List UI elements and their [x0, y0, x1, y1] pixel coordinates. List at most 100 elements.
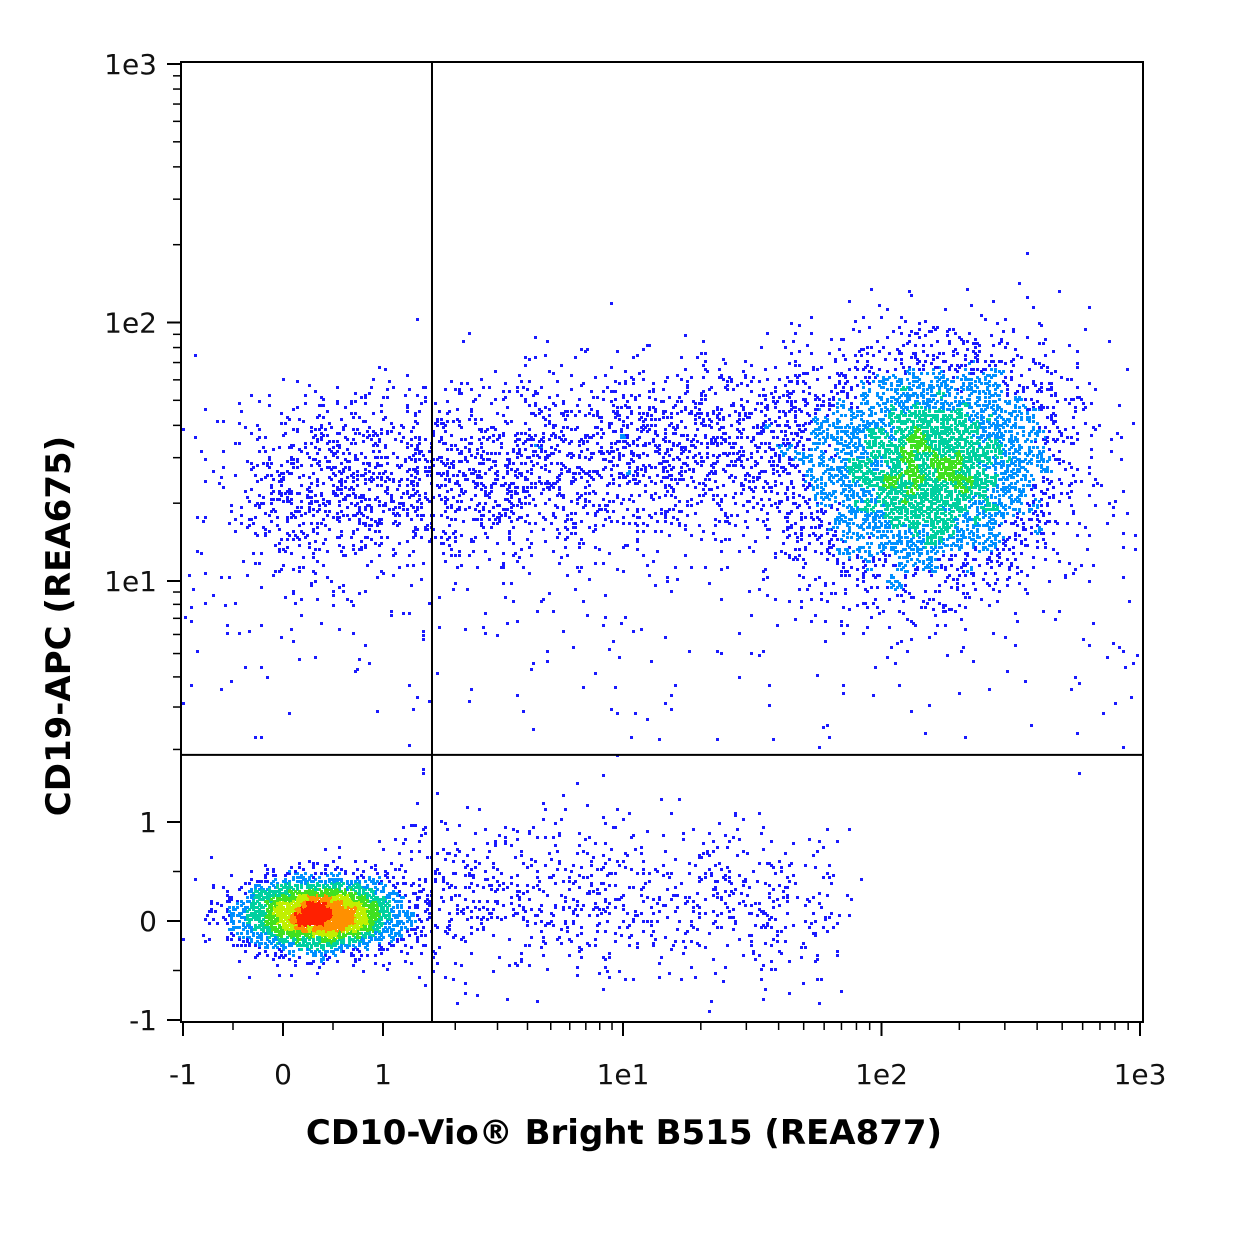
event-point — [344, 912, 347, 915]
event-point — [292, 930, 295, 933]
event-point — [596, 924, 599, 927]
event-point — [742, 818, 745, 821]
event-point — [310, 896, 313, 899]
event-point — [384, 916, 387, 919]
event-point — [288, 890, 291, 893]
event-point — [264, 904, 267, 907]
event-point — [364, 894, 367, 897]
event-point — [826, 828, 829, 831]
event-point — [704, 912, 707, 915]
event-point — [256, 940, 259, 943]
event-point — [688, 862, 691, 865]
event-point — [368, 888, 371, 891]
event-point — [384, 900, 387, 903]
event-point — [416, 926, 419, 929]
event-point — [370, 902, 373, 905]
event-point — [624, 978, 627, 981]
event-point — [508, 964, 511, 967]
event-point — [236, 906, 239, 909]
event-point — [280, 926, 283, 929]
event-point — [318, 916, 321, 919]
event-point — [228, 914, 231, 917]
event-point — [360, 894, 363, 897]
event-point — [268, 912, 271, 915]
event-point — [336, 874, 339, 877]
event-point — [348, 902, 351, 905]
event-point — [768, 892, 771, 895]
event-point — [692, 906, 695, 909]
event-point — [698, 916, 701, 919]
event-point — [382, 928, 385, 931]
event-point — [622, 908, 625, 911]
event-point — [322, 926, 325, 929]
event-point — [324, 906, 327, 909]
event-point — [596, 868, 599, 871]
event-point — [368, 900, 371, 903]
event-point — [270, 898, 273, 901]
event-point — [284, 912, 287, 915]
event-point — [378, 926, 381, 929]
event-point — [230, 920, 233, 923]
event-point — [286, 926, 289, 929]
event-point — [330, 898, 333, 901]
event-point — [282, 880, 285, 883]
event-point — [318, 932, 321, 935]
event-point — [808, 838, 811, 841]
event-point — [802, 982, 805, 985]
event-point — [392, 938, 395, 941]
event-point — [226, 936, 229, 939]
event-point — [720, 898, 723, 901]
event-point — [340, 942, 343, 945]
event-point — [532, 886, 535, 889]
event-point — [454, 886, 457, 889]
event-point — [818, 840, 821, 843]
event-point — [374, 890, 377, 893]
event-point — [296, 908, 299, 911]
event-point — [728, 840, 731, 843]
event-point — [306, 924, 309, 927]
event-point — [322, 894, 325, 897]
event-point — [246, 896, 249, 899]
event-point — [338, 926, 341, 929]
event-point — [346, 900, 349, 903]
event-point — [270, 918, 273, 921]
event-point — [282, 896, 285, 899]
event-point — [608, 912, 611, 915]
event-point — [372, 914, 375, 917]
event-point — [364, 946, 367, 949]
event-point — [590, 864, 593, 867]
event-point — [366, 932, 369, 935]
event-point — [254, 928, 257, 931]
event-point — [296, 918, 299, 921]
event-point — [250, 896, 253, 899]
event-point — [312, 880, 315, 883]
event-point — [268, 898, 271, 901]
event-point — [240, 944, 243, 947]
event-point — [518, 904, 521, 907]
event-point — [650, 934, 653, 937]
event-point — [342, 950, 345, 953]
event-point — [310, 944, 313, 947]
event-point — [330, 892, 333, 895]
event-point — [286, 910, 289, 913]
event-point — [692, 900, 695, 903]
event-point — [352, 896, 355, 899]
event-point — [350, 882, 353, 885]
event-point — [472, 900, 475, 903]
event-point — [354, 910, 357, 913]
event-point — [392, 928, 395, 931]
event-point — [248, 922, 251, 925]
event-point — [652, 944, 655, 947]
event-point — [276, 894, 279, 897]
event-point — [368, 878, 371, 881]
event-point — [644, 882, 647, 885]
event-point — [248, 914, 251, 917]
event-point — [354, 926, 357, 929]
event-point — [300, 896, 303, 899]
event-point — [298, 918, 301, 921]
event-point — [486, 908, 489, 911]
event-point — [306, 952, 309, 955]
event-point — [264, 896, 267, 899]
event-point — [296, 924, 299, 927]
event-point — [220, 904, 223, 907]
